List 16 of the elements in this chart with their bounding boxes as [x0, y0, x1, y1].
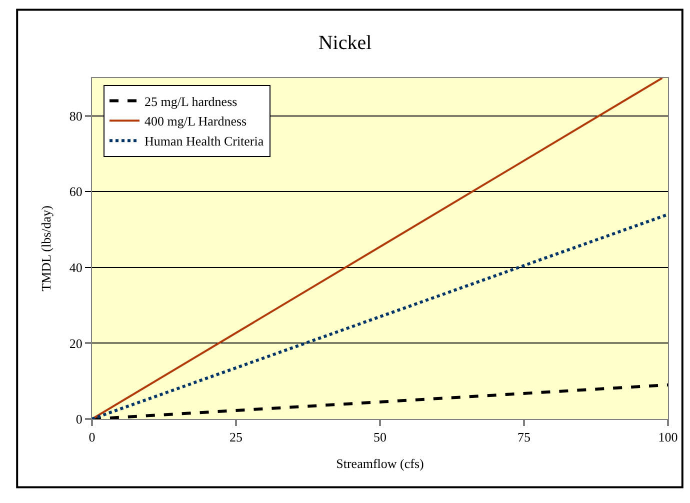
- y-tick-label: 0: [76, 412, 82, 427]
- legend-label: 25 mg/L hardness: [144, 94, 238, 109]
- y-axis-title: TMDL (lbs/day): [38, 206, 54, 292]
- y-tick-label: 80: [69, 108, 82, 124]
- y-tick-label: 40: [69, 260, 82, 275]
- y-tick-label: 20: [69, 336, 82, 351]
- x-tick-label: 50: [374, 430, 386, 445]
- chart-title: Nickel: [318, 32, 372, 54]
- y-tick-label: 60: [69, 184, 82, 200]
- x-tick-label: 75: [518, 430, 530, 445]
- x-tick-label: 25: [230, 430, 242, 445]
- x-tick-label: 0: [88, 430, 96, 445]
- x-axis-title: Streamflow (cfs): [336, 456, 424, 472]
- legend-label: 400 mg/L Hardness: [144, 114, 247, 129]
- legend-label: Human Health Criteria: [144, 134, 264, 149]
- x-tick-label: 100: [658, 430, 678, 445]
